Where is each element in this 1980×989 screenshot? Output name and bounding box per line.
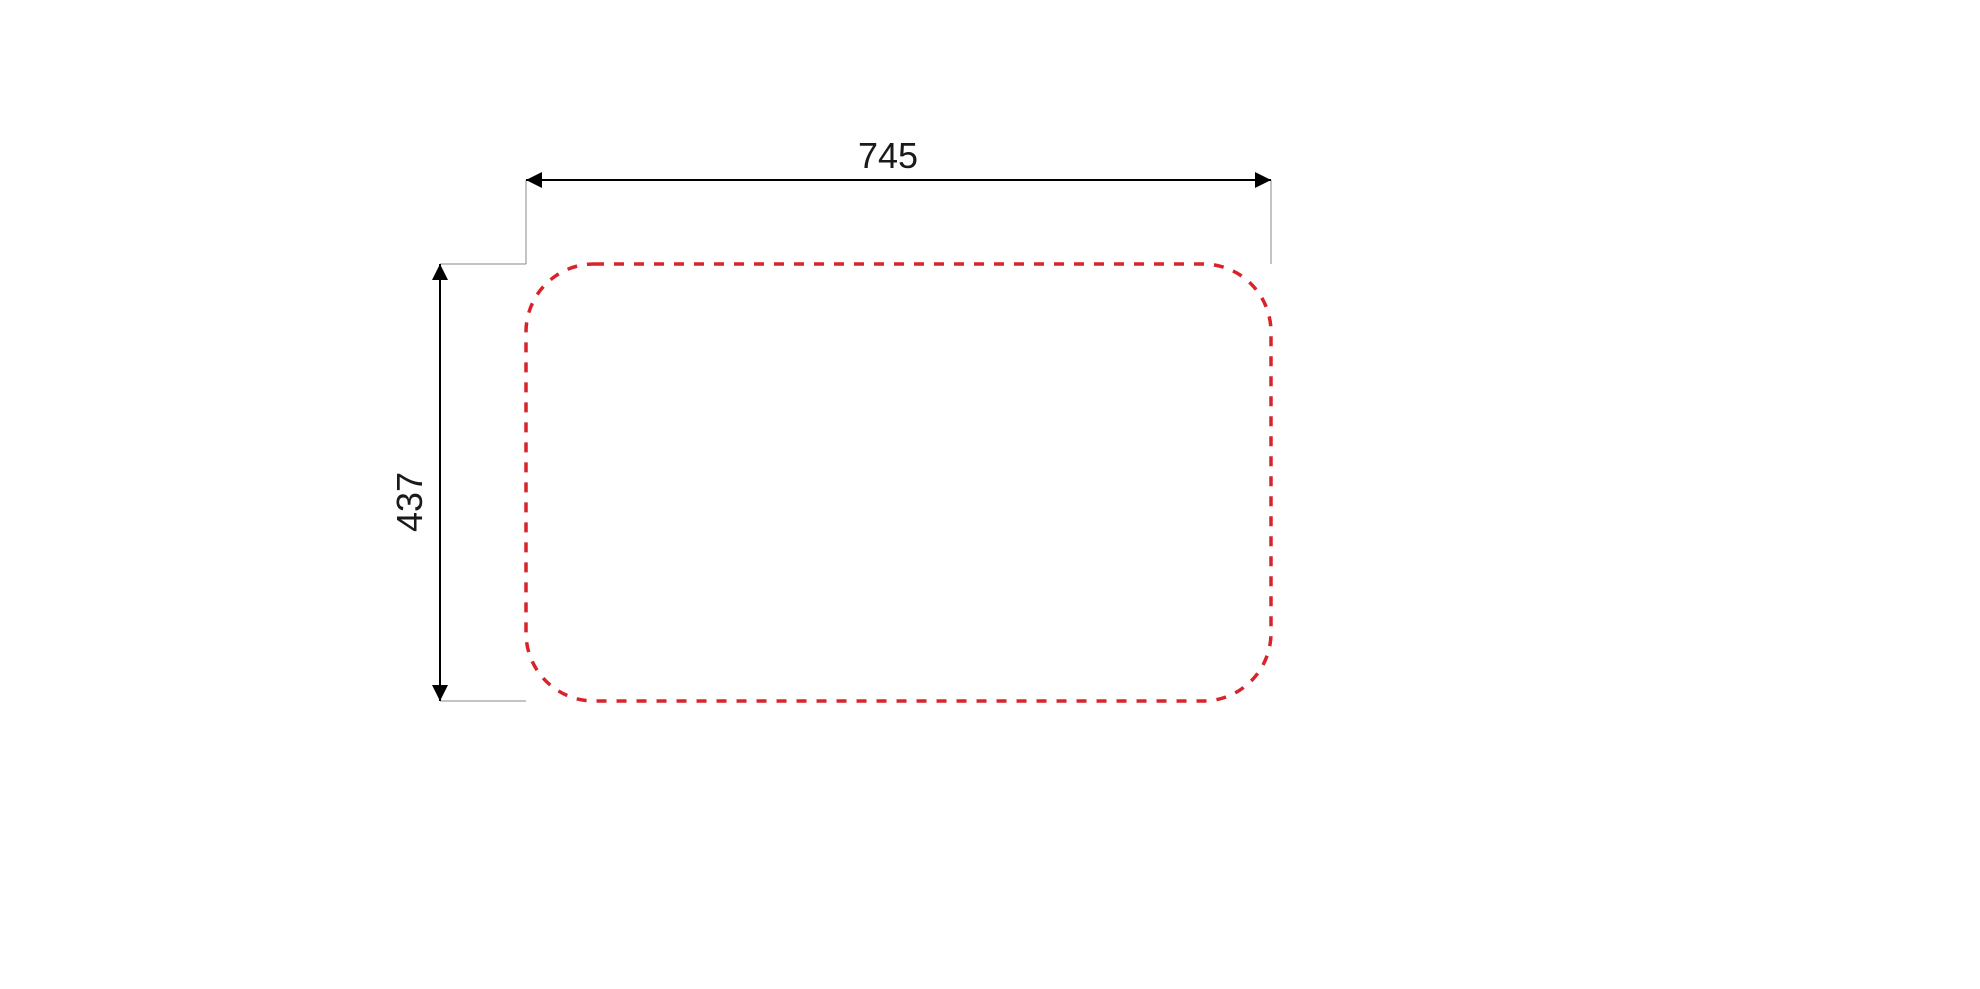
arrowhead-right-icon [1255, 172, 1271, 188]
extension-lines [440, 180, 1271, 701]
dimension-horizontal: 745 [526, 135, 1271, 188]
arrowhead-left-icon [526, 172, 542, 188]
arrowhead-down-icon [432, 685, 448, 701]
dimension-vertical: 437 [389, 264, 448, 701]
dim-label-vertical: 437 [389, 472, 430, 532]
arrowhead-up-icon [432, 264, 448, 280]
rounded-rect-shape [526, 264, 1271, 701]
dim-label-horizontal: 745 [858, 135, 918, 176]
technical-drawing: 745 437 [0, 0, 1980, 989]
